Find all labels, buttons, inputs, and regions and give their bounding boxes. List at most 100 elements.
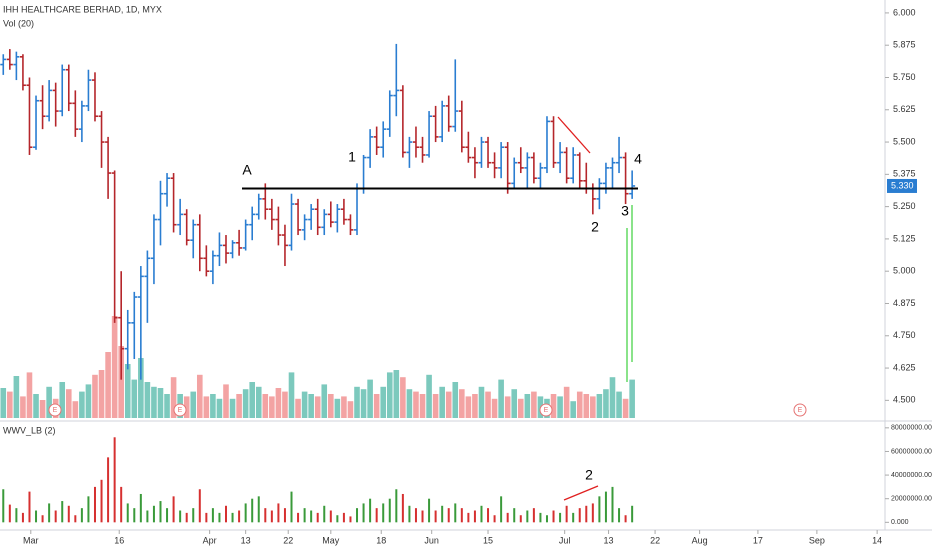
volume-bar [583,394,590,418]
volume-bar [622,398,629,418]
volume-bar [629,379,635,418]
volume-bar [65,389,72,418]
x-tick-label: 17 [753,535,763,545]
volume-bar [570,401,576,418]
volume-bar [609,377,616,418]
volume-bar [33,394,39,418]
volume-bar [7,391,13,418]
indicator-bar [41,515,44,523]
trend-line [563,485,599,501]
volume-bar [170,377,177,418]
volume-bar [255,386,262,418]
indicator-bar [80,508,83,523]
indicator-bar [67,505,70,523]
volume-bar [157,388,164,418]
indicator-bar [93,486,96,523]
volume-bar [406,389,413,418]
volume-bar [452,382,459,418]
indicator-layer [2,437,634,523]
indicator-bar [500,496,503,523]
x-tick-label: 18 [376,535,386,545]
volume-bar [0,388,7,418]
volume-bar [308,394,314,418]
volume-bar [400,377,406,418]
indicator-bar [113,437,116,523]
volume-bar [354,386,360,418]
indicator-bar [382,503,385,523]
indicator-bar [493,515,496,523]
volume-bar [138,358,144,418]
volume-bar [236,394,242,418]
indicator-bar [428,498,431,523]
indicator-bar [604,491,607,523]
volume-bar [491,398,498,418]
volume-bar [72,401,79,418]
volume-bar [216,398,223,418]
indicator-bar [598,496,601,523]
volume-bar [472,394,478,418]
volume-bar [563,386,570,418]
indicator-bar [277,503,280,523]
volume-bar [380,386,387,418]
event-marker [793,403,807,417]
event-label: E [178,407,183,414]
y-tick-label: 4.500 [893,395,916,405]
volume-bar [282,391,288,418]
volume-bar [445,391,452,418]
indicator-bar [323,505,326,523]
indicator-bar [395,489,398,523]
volume-bar [557,396,563,418]
indicator-bar [487,508,490,523]
trend-line [557,116,591,154]
volume-bar [79,391,85,418]
volume-bar [334,398,341,418]
indicator-bar [526,510,529,523]
volume-bar [550,394,557,418]
y-tick-label: 4.875 [893,298,916,308]
indicator-bar [35,510,38,523]
indicator-bar [205,512,208,523]
indicator-bar [369,498,372,523]
y-tick-label: 20000000.000 [891,496,932,503]
last-price-label: 5.330 [891,180,914,190]
y-tick-label: 4.625 [893,362,916,372]
volume-bar [288,372,295,418]
price-layer [0,43,638,380]
volume-bar [269,396,275,418]
volume-bar [603,389,609,418]
volume-bar [124,364,131,418]
volume-bar [386,372,393,418]
indicator-bar [467,512,470,523]
indicator-bar [28,491,31,523]
indicator-bar [572,512,575,523]
annotation: 2 [585,467,593,483]
annotation: 1 [348,149,356,165]
indicator-bar [401,493,404,523]
indicator-bar [251,498,254,523]
indicator-bar [519,515,522,523]
event-label: E [53,407,58,414]
volume-layer [0,316,635,418]
indicator-title: WWV_LB (2) [3,425,56,435]
volume-bar [59,382,66,418]
last-price-box [887,178,917,193]
x-tick-label: 22 [650,535,660,545]
indicator-bar [545,515,548,523]
volume-bar [439,386,445,418]
x-tick-label: Jun [424,535,439,545]
annotation: 2 [591,219,599,235]
volume-bar [196,374,203,418]
indicator-bar [185,512,188,523]
volume-bar [301,391,308,418]
indicator-bar [61,501,64,523]
indicator-bar [139,493,142,523]
indicator-bar [532,508,535,523]
volume-bar [46,386,52,418]
volume-bar [262,394,269,418]
y-tick-label: 5.250 [893,201,916,211]
indicator-bar [87,496,90,523]
volume-bar [183,396,190,418]
indicator-bar [375,508,378,523]
y-tick-label: 40000000.000 [891,472,932,479]
